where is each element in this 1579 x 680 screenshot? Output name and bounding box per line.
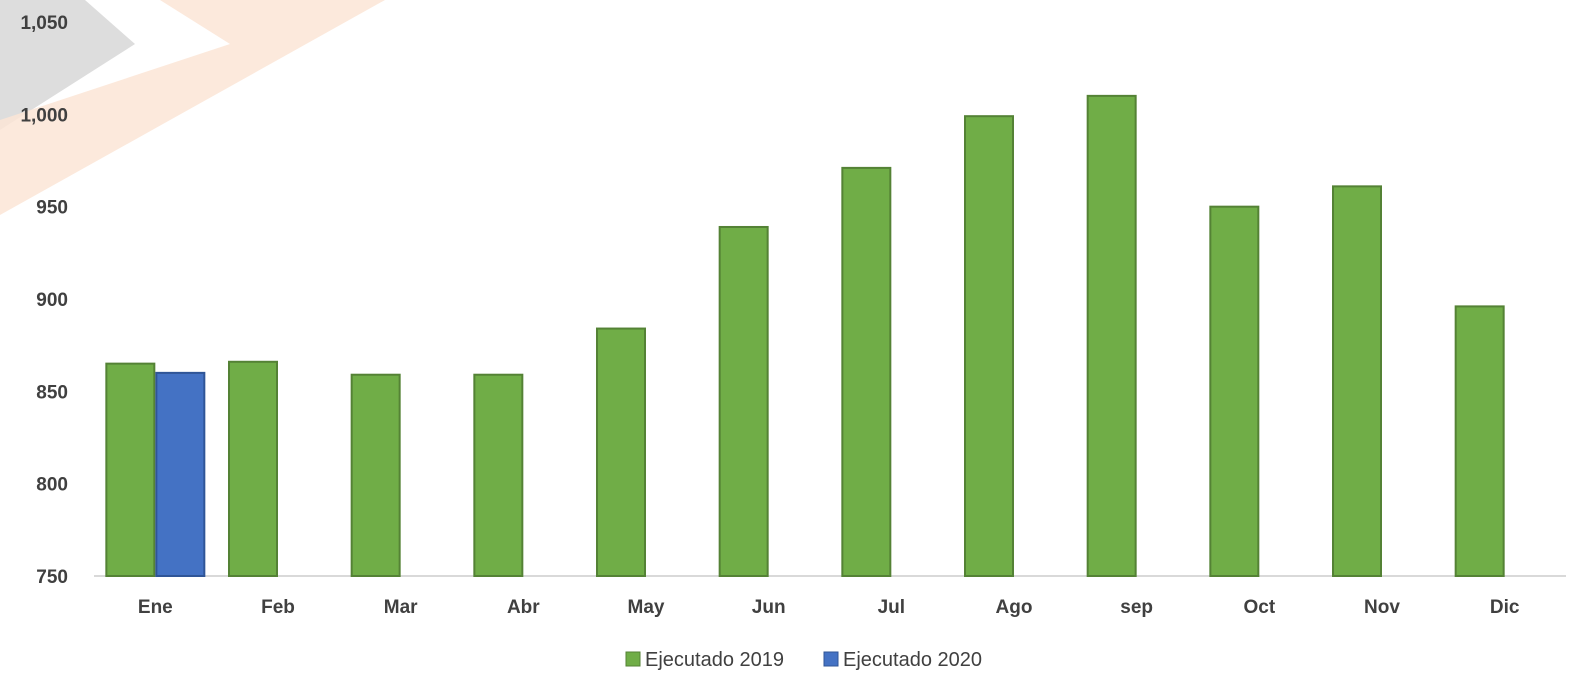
y-tick-label: 1,000 xyxy=(20,105,68,126)
background-decoration xyxy=(0,0,385,215)
y-tick-label: 750 xyxy=(36,567,68,588)
bar-2019-abr xyxy=(473,373,524,578)
y-tick-label: 950 xyxy=(36,198,68,219)
legend: Ejecutado 2019 Ejecutado 2020 xyxy=(625,649,982,671)
axes: 750 800 850 900 950 1,000 1,050 xyxy=(20,13,1566,588)
bar-2019-feb xyxy=(228,360,278,577)
bar-2019-dic xyxy=(1454,305,1505,577)
bar-2019-ago xyxy=(964,115,1014,578)
legend-label: Ejecutado 2020 xyxy=(843,649,982,671)
bar-2019-mar xyxy=(350,373,401,578)
x-tick-label: Ago xyxy=(996,597,1033,618)
x-tick-label: sep xyxy=(1120,597,1153,618)
bars xyxy=(105,94,1505,578)
legend-label: Ejecutado 2019 xyxy=(645,649,784,671)
x-tick-label: Jul xyxy=(878,597,905,618)
bar-2019-sep xyxy=(1086,94,1137,577)
x-tick-label: Mar xyxy=(384,597,418,618)
y-tick-label: 900 xyxy=(36,290,68,311)
x-tick-label: Oct xyxy=(1243,597,1275,618)
x-tick-label: Ene xyxy=(138,597,173,618)
legend-swatch xyxy=(625,651,641,667)
y-tick-label: 800 xyxy=(36,475,68,496)
bar-2020-ene xyxy=(155,371,206,577)
x-axis-labels: Ene Feb Mar Abr May Jun Jul Ago sep Oct Nov Dic xyxy=(138,597,1520,618)
bar-2019-may xyxy=(596,327,646,577)
x-tick-label: Jun xyxy=(752,597,786,618)
bar-2019-ene xyxy=(105,362,156,577)
bar-2019-oct xyxy=(1209,205,1260,578)
background-gray-arrow xyxy=(0,0,135,130)
x-tick-label: Nov xyxy=(1364,597,1400,618)
y-tick-label: 850 xyxy=(36,382,68,403)
bar-2019-jul xyxy=(841,166,892,578)
x-tick-label: Feb xyxy=(261,597,295,618)
x-tick-label: May xyxy=(628,597,665,618)
bar-2019-jun xyxy=(718,225,769,577)
bar-2019-nov xyxy=(1332,185,1382,577)
legend-swatch xyxy=(823,651,839,667)
x-tick-label: Dic xyxy=(1490,597,1520,618)
background-orange-chevron xyxy=(0,0,385,215)
x-tick-label: Abr xyxy=(507,597,540,618)
y-tick-label: 1,050 xyxy=(20,13,68,34)
